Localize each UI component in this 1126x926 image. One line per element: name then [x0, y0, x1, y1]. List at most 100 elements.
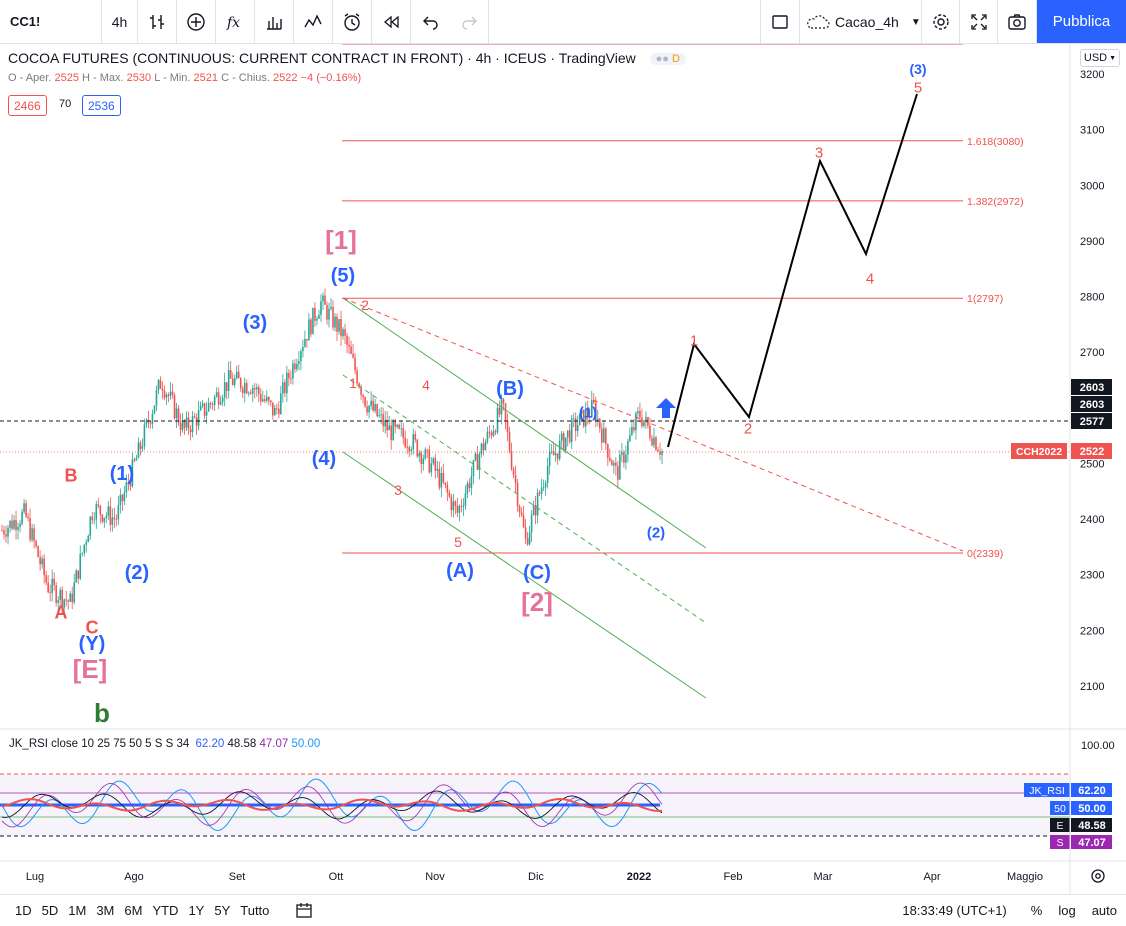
candle-body	[231, 378, 234, 385]
candle-body	[502, 399, 505, 404]
candle-body	[286, 372, 288, 394]
candle-body	[87, 535, 90, 543]
candle-body	[99, 505, 102, 515]
range-button-tutto[interactable]: Tutto	[240, 903, 270, 918]
candle-body	[195, 417, 198, 426]
ask-chip[interactable]: 2536	[82, 95, 121, 116]
candle-body	[284, 382, 286, 394]
candle-body	[334, 316, 336, 328]
candle-body	[245, 382, 248, 394]
y-tick-label: 2300	[1080, 570, 1104, 582]
candle-body	[368, 405, 370, 413]
symbol-search[interactable]: CC1!	[0, 0, 102, 44]
square-icon[interactable]	[760, 0, 800, 44]
candle-body	[603, 428, 605, 443]
candle-body	[601, 428, 603, 443]
candle-body	[253, 388, 256, 390]
candle-body	[625, 454, 627, 463]
alert-icon[interactable]	[333, 0, 372, 44]
rsi-axis-label: 100.00	[1081, 740, 1115, 752]
fx-icon[interactable]: fx	[216, 0, 255, 44]
camera-icon[interactable]	[998, 0, 1037, 44]
candle-body	[59, 589, 61, 601]
candle-body	[446, 484, 449, 493]
candle-body	[336, 316, 338, 332]
candle-body	[249, 392, 252, 394]
candle-body	[416, 439, 419, 457]
range-button-5y[interactable]: 5Y	[214, 903, 231, 918]
bar-style-icon[interactable]	[138, 0, 177, 44]
redo-icon[interactable]	[450, 0, 489, 44]
interval-button[interactable]: 4h	[102, 0, 138, 44]
candle-body	[599, 418, 601, 429]
candle-body	[129, 483, 132, 487]
candle-body	[651, 438, 653, 446]
candle-body	[344, 329, 346, 336]
candle-body	[488, 431, 491, 433]
candle-body	[27, 516, 29, 519]
rsi-badge-tag	[1024, 783, 1070, 797]
log-toggle[interactable]: log	[1058, 903, 1076, 918]
candle-body	[45, 575, 47, 583]
candle-body	[623, 452, 625, 463]
candle-body	[659, 451, 661, 455]
auto-toggle[interactable]: auto	[1091, 903, 1117, 918]
replay-icon[interactable]	[372, 0, 411, 44]
candle-body	[388, 425, 390, 431]
d-badge: ●● D	[649, 53, 686, 66]
candle-body	[528, 532, 531, 545]
candle-body	[191, 416, 194, 433]
publish-button[interactable]: Pubblica	[1037, 0, 1126, 43]
candle-body	[532, 504, 535, 516]
candle-body	[584, 409, 587, 427]
candle-body	[85, 542, 88, 545]
spread-value: 70	[59, 98, 72, 110]
range-button-1m[interactable]: 1M	[68, 903, 87, 918]
candle-body	[348, 344, 350, 347]
candle-body	[79, 553, 82, 579]
candle-body	[506, 420, 509, 433]
settings-icon[interactable]	[922, 0, 960, 44]
candle-body	[255, 387, 258, 390]
wave-label: (2)	[125, 562, 149, 584]
range-button-3m[interactable]: 3M	[96, 903, 115, 918]
range-button-1y[interactable]: 1Y	[188, 903, 205, 918]
candle-body	[635, 413, 637, 431]
candle-body	[139, 442, 142, 449]
wave-label: [E]	[73, 654, 108, 684]
candle-body	[171, 391, 174, 395]
candle-body	[223, 382, 226, 398]
bars-icon[interactable]	[255, 0, 294, 44]
contract-tag	[1011, 443, 1067, 459]
candle-body	[430, 463, 433, 473]
range-button-5d[interactable]: 5D	[41, 903, 59, 918]
undo-icon[interactable]	[411, 0, 450, 44]
fullscreen-icon[interactable]	[960, 0, 998, 44]
candle-body	[558, 440, 561, 460]
clock[interactable]: 18:33:49 (UTC+1)	[902, 903, 1007, 918]
currency-select[interactable]: USD ▼	[1080, 49, 1120, 67]
candle-body	[117, 505, 120, 520]
wave-label: (Y)	[79, 633, 106, 655]
range-button-ytd[interactable]: YTD	[152, 903, 179, 918]
percent-toggle[interactable]: %	[1030, 903, 1043, 918]
rsi-badge-tag-label: 50	[1054, 803, 1066, 815]
candle-body	[434, 458, 437, 471]
layout-selector[interactable]: Cacao_4h ▼	[800, 0, 922, 44]
candle-body	[568, 430, 571, 442]
candle-body	[197, 410, 200, 426]
rsi-series-line	[1, 790, 663, 820]
y-tick-label: 3100	[1080, 125, 1104, 137]
indicators-icon[interactable]	[177, 0, 216, 44]
line-icon[interactable]	[294, 0, 333, 44]
y-tick-label: 2500	[1080, 458, 1104, 470]
price-chart[interactable]: 1.618(3080) 1.382(2972) 1(2797) 0(2339) 100…	[0, 44, 1126, 894]
range-button-1d[interactable]: 1D	[15, 903, 32, 918]
candle-body	[63, 599, 65, 608]
candlesticks	[1, 288, 663, 618]
x-tick-label: Set	[229, 871, 246, 883]
calendar-icon[interactable]	[294, 901, 314, 921]
wave-label: (4)	[312, 448, 336, 470]
range-button-6m[interactable]: 6M	[124, 903, 143, 918]
bid-chip[interactable]: 2466	[8, 95, 47, 116]
